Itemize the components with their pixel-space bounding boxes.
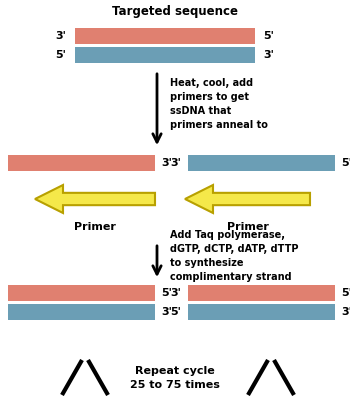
Text: 5': 5' [56, 50, 66, 60]
Polygon shape [35, 185, 155, 213]
Text: 3': 3' [170, 158, 181, 168]
Text: Primer: Primer [74, 222, 116, 232]
Text: 5': 5' [342, 158, 350, 168]
Text: 5': 5' [170, 307, 181, 317]
Text: 5': 5' [162, 288, 173, 298]
Text: 5': 5' [0, 158, 1, 168]
Polygon shape [185, 185, 310, 213]
Text: 3': 3' [162, 158, 173, 168]
Bar [8, 304, 155, 320]
Text: 3': 3' [342, 307, 350, 317]
Text: Repeat cycle
25 to 75 times: Repeat cycle 25 to 75 times [130, 366, 220, 390]
Text: 3': 3' [170, 288, 181, 298]
Text: Heat, cool, add
primers to get
ssDNA that
primers anneal to: Heat, cool, add primers to get ssDNA tha… [170, 79, 268, 130]
Text: Targeted sequence: Targeted sequence [112, 6, 238, 18]
Bar [75, 28, 255, 44]
Bar [8, 285, 155, 301]
Text: Add Taq polymerase,
dGTP, dCTP, dATP, dTTP
to synthesize
complimentary strand: Add Taq polymerase, dGTP, dCTP, dATP, dT… [170, 231, 299, 282]
Text: 5': 5' [264, 31, 274, 41]
Text: 3': 3' [162, 307, 173, 317]
Bar [188, 285, 335, 301]
Text: 3': 3' [56, 31, 66, 41]
Text: 3': 3' [264, 50, 274, 60]
Bar [75, 47, 255, 63]
Text: 3': 3' [0, 288, 1, 298]
Text: 5': 5' [0, 307, 1, 317]
Text: Primer: Primer [226, 222, 268, 232]
Text: 5': 5' [342, 288, 350, 298]
Bar [188, 155, 335, 171]
Bar [8, 155, 155, 171]
Bar [188, 304, 335, 320]
